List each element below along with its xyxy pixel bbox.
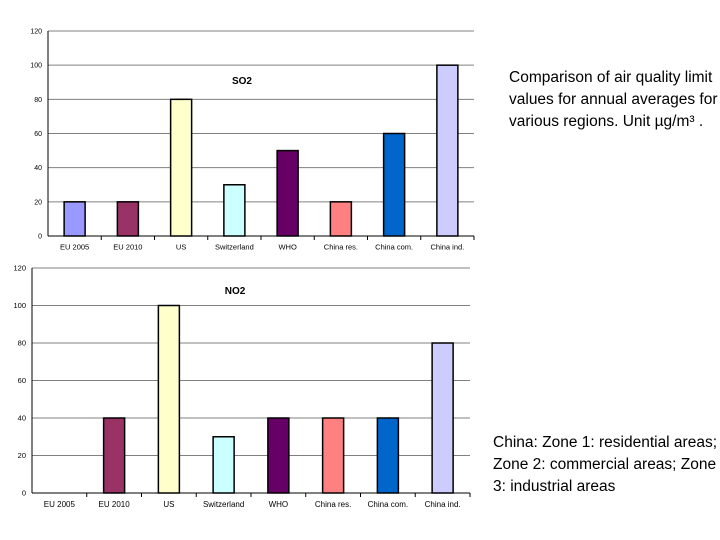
- y-tick-label: 100: [13, 301, 26, 310]
- y-tick-label: 120: [30, 28, 42, 35]
- y-tick-label: 0: [38, 233, 42, 240]
- bar-china-res: [321, 417, 345, 494]
- bar-switzerland: [212, 436, 235, 494]
- bar-us: [169, 98, 193, 237]
- y-tick-label: 80: [34, 97, 42, 104]
- bar-china-res: [329, 201, 353, 237]
- bar-us: [157, 304, 181, 494]
- x-category-label: China ind.: [425, 500, 461, 509]
- y-tick-label: 80: [18, 339, 26, 348]
- y-tick-label: 40: [34, 165, 42, 172]
- comparison-caption: Comparison of air quality limit values f…: [509, 69, 718, 130]
- bar-china-ind: [431, 342, 454, 494]
- x-category-label: WHO: [269, 500, 289, 509]
- x-category-label: Switzerland: [203, 500, 244, 509]
- chart-title: NO2: [225, 286, 246, 297]
- china-zones-note: China: Zone 1: residential areas; Zone 2…: [493, 434, 718, 495]
- x-category-label: China res.: [315, 500, 351, 509]
- x-category-label: EU 2005: [60, 243, 89, 252]
- x-category-label: EU 2010: [99, 500, 131, 509]
- bar-switzerland: [223, 184, 246, 237]
- chart-title: SO2: [232, 76, 252, 87]
- y-tick-label: 60: [18, 376, 26, 385]
- so2-chart: 0 20 40 60 80 100 120 EU 2005 EU 2010 US Switzerla…: [30, 28, 475, 252]
- x-category-label: EU 2005: [44, 500, 76, 509]
- x-category-label: WHO: [278, 243, 296, 252]
- x-category-label: Switzerland: [215, 243, 254, 252]
- x-category-label: US: [176, 243, 186, 252]
- x-category-label: US: [163, 500, 174, 509]
- bar-eu-2005: [63, 201, 86, 237]
- bar-china-com: [376, 417, 400, 494]
- bar-eu-2010: [116, 201, 140, 237]
- y-tick-label: 60: [34, 131, 42, 138]
- x-category-label: China com.: [368, 500, 408, 509]
- bar-china-ind: [436, 64, 459, 237]
- y-tick-label: 40: [18, 414, 26, 423]
- y-tick-label: 100: [30, 63, 42, 70]
- bar-who: [267, 417, 290, 494]
- y-tick-label: 20: [34, 199, 42, 206]
- no2-chart: 0 20 40 60 80 100 120 EU 2005 EU 2010 US Switzerla…: [13, 264, 471, 509]
- bar-china-com: [382, 132, 406, 237]
- x-category-label: EU 2010: [113, 243, 142, 252]
- x-category-label: China res.: [324, 243, 358, 252]
- bar-eu-2010: [102, 417, 126, 494]
- y-tick-label: 120: [13, 264, 26, 273]
- x-category-label: China com.: [375, 243, 413, 252]
- x-category-label: China ind.: [430, 243, 464, 252]
- y-tick-label: 20: [18, 451, 26, 460]
- bar-who: [276, 149, 299, 237]
- y-tick-label: 0: [22, 489, 26, 498]
